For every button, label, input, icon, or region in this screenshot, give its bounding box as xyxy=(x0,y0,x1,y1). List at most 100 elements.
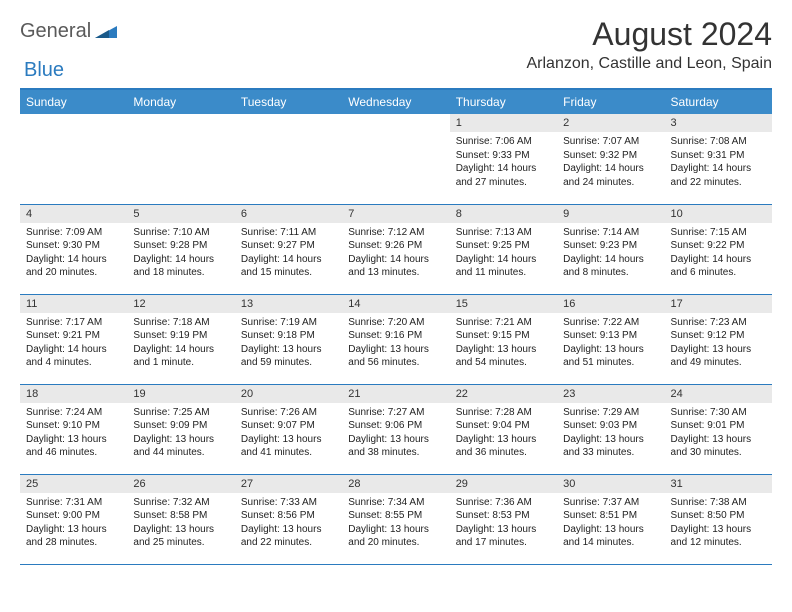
day-number: 5 xyxy=(127,205,234,223)
sunset-line: Sunset: 9:15 PM xyxy=(456,329,551,343)
calendar-day-empty xyxy=(127,114,234,204)
day-number: 8 xyxy=(450,205,557,223)
sunrise-line: Sunrise: 7:08 AM xyxy=(671,135,766,149)
calendar-day: 22Sunrise: 7:28 AMSunset: 9:04 PMDayligh… xyxy=(450,384,557,474)
logo-text-general: General xyxy=(20,20,91,43)
day-body: Sunrise: 7:21 AMSunset: 9:15 PMDaylight:… xyxy=(450,313,557,374)
weekday-header: Thursday xyxy=(450,89,557,114)
weekday-header: Friday xyxy=(557,89,664,114)
daylight-line: Daylight: 13 hours and 20 minutes. xyxy=(348,523,443,550)
day-body: Sunrise: 7:28 AMSunset: 9:04 PMDaylight:… xyxy=(450,403,557,464)
day-body: Sunrise: 7:18 AMSunset: 9:19 PMDaylight:… xyxy=(127,313,234,374)
day-number: 2 xyxy=(557,114,664,132)
day-body: Sunrise: 7:13 AMSunset: 9:25 PMDaylight:… xyxy=(450,223,557,284)
calendar-day: 18Sunrise: 7:24 AMSunset: 9:10 PMDayligh… xyxy=(20,384,127,474)
day-body: Sunrise: 7:22 AMSunset: 9:13 PMDaylight:… xyxy=(557,313,664,374)
sunrise-line: Sunrise: 7:32 AM xyxy=(133,496,228,510)
daylight-line: Daylight: 13 hours and 51 minutes. xyxy=(563,343,658,370)
daylight-line: Daylight: 14 hours and 18 minutes. xyxy=(133,253,228,280)
sunset-line: Sunset: 9:00 PM xyxy=(26,509,121,523)
day-body: Sunrise: 7:27 AMSunset: 9:06 PMDaylight:… xyxy=(342,403,449,464)
sunset-line: Sunset: 9:19 PM xyxy=(133,329,228,343)
sunrise-line: Sunrise: 7:17 AM xyxy=(26,316,121,330)
daylight-line: Daylight: 13 hours and 46 minutes. xyxy=(26,433,121,460)
sunrise-line: Sunrise: 7:14 AM xyxy=(563,226,658,240)
sunset-line: Sunset: 8:51 PM xyxy=(563,509,658,523)
daylight-line: Daylight: 13 hours and 38 minutes. xyxy=(348,433,443,460)
sunrise-line: Sunrise: 7:37 AM xyxy=(563,496,658,510)
day-body: Sunrise: 7:38 AMSunset: 8:50 PMDaylight:… xyxy=(665,493,772,554)
sunset-line: Sunset: 9:10 PM xyxy=(26,419,121,433)
calendar-day-empty xyxy=(20,114,127,204)
day-number: 28 xyxy=(342,475,449,493)
calendar-day: 26Sunrise: 7:32 AMSunset: 8:58 PMDayligh… xyxy=(127,474,234,564)
day-body: Sunrise: 7:07 AMSunset: 9:32 PMDaylight:… xyxy=(557,132,664,193)
calendar-week: 25Sunrise: 7:31 AMSunset: 9:00 PMDayligh… xyxy=(20,474,772,564)
sunrise-line: Sunrise: 7:34 AM xyxy=(348,496,443,510)
day-number: 3 xyxy=(665,114,772,132)
sunset-line: Sunset: 8:56 PM xyxy=(241,509,336,523)
day-body: Sunrise: 7:11 AMSunset: 9:27 PMDaylight:… xyxy=(235,223,342,284)
day-number: 13 xyxy=(235,295,342,313)
day-body: Sunrise: 7:36 AMSunset: 8:53 PMDaylight:… xyxy=(450,493,557,554)
day-body: Sunrise: 7:26 AMSunset: 9:07 PMDaylight:… xyxy=(235,403,342,464)
sunset-line: Sunset: 9:28 PM xyxy=(133,239,228,253)
daylight-line: Daylight: 14 hours and 13 minutes. xyxy=(348,253,443,280)
day-number: 19 xyxy=(127,385,234,403)
daylight-line: Daylight: 13 hours and 17 minutes. xyxy=(456,523,551,550)
daylight-line: Daylight: 14 hours and 20 minutes. xyxy=(26,253,121,280)
day-number: 10 xyxy=(665,205,772,223)
sunset-line: Sunset: 8:53 PM xyxy=(456,509,551,523)
calendar-day: 23Sunrise: 7:29 AMSunset: 9:03 PMDayligh… xyxy=(557,384,664,474)
sunset-line: Sunset: 9:23 PM xyxy=(563,239,658,253)
sunrise-line: Sunrise: 7:28 AM xyxy=(456,406,551,420)
calendar-day: 14Sunrise: 7:20 AMSunset: 9:16 PMDayligh… xyxy=(342,294,449,384)
day-body: Sunrise: 7:25 AMSunset: 9:09 PMDaylight:… xyxy=(127,403,234,464)
sunrise-line: Sunrise: 7:06 AM xyxy=(456,135,551,149)
sunset-line: Sunset: 9:06 PM xyxy=(348,419,443,433)
sunset-line: Sunset: 9:27 PM xyxy=(241,239,336,253)
calendar-day: 13Sunrise: 7:19 AMSunset: 9:18 PMDayligh… xyxy=(235,294,342,384)
calendar-day: 31Sunrise: 7:38 AMSunset: 8:50 PMDayligh… xyxy=(665,474,772,564)
daylight-line: Daylight: 14 hours and 27 minutes. xyxy=(456,162,551,189)
day-number: 31 xyxy=(665,475,772,493)
calendar-day: 10Sunrise: 7:15 AMSunset: 9:22 PMDayligh… xyxy=(665,204,772,294)
sunset-line: Sunset: 9:26 PM xyxy=(348,239,443,253)
day-number: 20 xyxy=(235,385,342,403)
day-number: 27 xyxy=(235,475,342,493)
sunset-line: Sunset: 8:58 PM xyxy=(133,509,228,523)
calendar-week: 18Sunrise: 7:24 AMSunset: 9:10 PMDayligh… xyxy=(20,384,772,474)
day-number: 6 xyxy=(235,205,342,223)
daylight-line: Daylight: 13 hours and 28 minutes. xyxy=(26,523,121,550)
day-number: 21 xyxy=(342,385,449,403)
sunset-line: Sunset: 9:33 PM xyxy=(456,149,551,163)
day-number: 9 xyxy=(557,205,664,223)
day-body: Sunrise: 7:14 AMSunset: 9:23 PMDaylight:… xyxy=(557,223,664,284)
sunset-line: Sunset: 9:25 PM xyxy=(456,239,551,253)
calendar-day: 15Sunrise: 7:21 AMSunset: 9:15 PMDayligh… xyxy=(450,294,557,384)
sunset-line: Sunset: 9:13 PM xyxy=(563,329,658,343)
daylight-line: Daylight: 13 hours and 49 minutes. xyxy=(671,343,766,370)
sunset-line: Sunset: 9:09 PM xyxy=(133,419,228,433)
sunrise-line: Sunrise: 7:21 AM xyxy=(456,316,551,330)
calendar-day: 29Sunrise: 7:36 AMSunset: 8:53 PMDayligh… xyxy=(450,474,557,564)
sunrise-line: Sunrise: 7:29 AM xyxy=(563,406,658,420)
day-body: Sunrise: 7:30 AMSunset: 9:01 PMDaylight:… xyxy=(665,403,772,464)
daylight-line: Daylight: 14 hours and 11 minutes. xyxy=(456,253,551,280)
calendar-day: 12Sunrise: 7:18 AMSunset: 9:19 PMDayligh… xyxy=(127,294,234,384)
daylight-line: Daylight: 13 hours and 54 minutes. xyxy=(456,343,551,370)
sunrise-line: Sunrise: 7:38 AM xyxy=(671,496,766,510)
day-number: 16 xyxy=(557,295,664,313)
calendar-week: 11Sunrise: 7:17 AMSunset: 9:21 PMDayligh… xyxy=(20,294,772,384)
daylight-line: Daylight: 13 hours and 12 minutes. xyxy=(671,523,766,550)
day-body: Sunrise: 7:08 AMSunset: 9:31 PMDaylight:… xyxy=(665,132,772,193)
sunset-line: Sunset: 8:50 PM xyxy=(671,509,766,523)
calendar-day: 7Sunrise: 7:12 AMSunset: 9:26 PMDaylight… xyxy=(342,204,449,294)
sunrise-line: Sunrise: 7:09 AM xyxy=(26,226,121,240)
calendar-day: 25Sunrise: 7:31 AMSunset: 9:00 PMDayligh… xyxy=(20,474,127,564)
daylight-line: Daylight: 13 hours and 14 minutes. xyxy=(563,523,658,550)
sunrise-line: Sunrise: 7:23 AM xyxy=(671,316,766,330)
day-number: 23 xyxy=(557,385,664,403)
day-number: 17 xyxy=(665,295,772,313)
daylight-line: Daylight: 13 hours and 30 minutes. xyxy=(671,433,766,460)
